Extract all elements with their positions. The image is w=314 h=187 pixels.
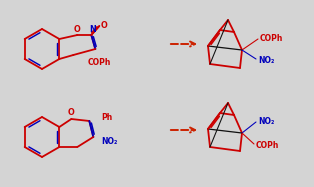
Text: Ph: Ph — [101, 113, 113, 122]
Text: COPh: COPh — [88, 58, 111, 67]
Text: NO₂: NO₂ — [258, 56, 274, 65]
Text: O: O — [68, 108, 75, 117]
Text: NO₂: NO₂ — [101, 137, 118, 145]
Text: COPh: COPh — [256, 140, 279, 149]
Text: COPh: COPh — [260, 33, 283, 42]
Text: N: N — [89, 25, 96, 34]
Text: O: O — [100, 21, 107, 30]
Text: O: O — [74, 24, 81, 33]
Text: NO₂: NO₂ — [258, 117, 274, 125]
